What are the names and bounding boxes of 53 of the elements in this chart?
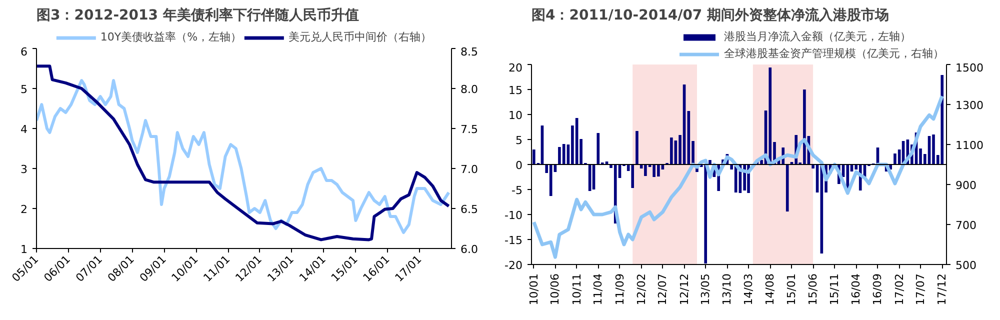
y2-tick-label: 6.0	[460, 243, 478, 256]
x-tick-label: 17/02	[892, 273, 906, 306]
y-tick-label: -20	[504, 259, 522, 272]
legend-label: 美元兑人民币中间价（右轴）	[288, 30, 432, 44]
x-tick-label: 11/04	[592, 273, 605, 306]
y2-tick-label: 500	[956, 259, 976, 272]
x-tick-label: 15/06	[806, 273, 820, 306]
y-tick-label: 10	[508, 109, 523, 122]
x-tick-label: 13/05	[699, 273, 712, 306]
x-tick-label: 13/10	[720, 273, 734, 306]
y-tick-label: 5	[20, 83, 28, 96]
y-tick-label: -15	[504, 234, 522, 247]
y-tick-label: 2	[20, 203, 28, 216]
y-tick-label: 1	[20, 243, 28, 256]
x-tick-label: 14/08	[764, 273, 777, 306]
chart-title: 图3：2012-2013 年美债利率下行伴随人民币升值	[36, 6, 359, 24]
chart-title: 图4：2011/10-2014/07 期间外资整体净流入港股市场	[532, 6, 890, 24]
y-tick-label: 6	[20, 46, 28, 58]
y2-tick-label: 6.5	[460, 203, 478, 216]
x-tick-label: 15/01	[785, 273, 798, 306]
y-tick-label: 15	[508, 84, 523, 97]
x-tick-label: 10/01	[527, 273, 540, 306]
y2-tick-label: 700	[956, 219, 976, 232]
y2-tick-label: 8.0	[460, 83, 478, 96]
y2-tick-label: 7.0	[460, 163, 478, 176]
x-tick-label: 17/07	[914, 273, 928, 306]
legend-label: 全球港股基金资产管理规模（亿美元，右轴）	[724, 46, 944, 61]
x-tick-label: 15/11	[828, 273, 842, 306]
y-tick-label: 5	[516, 134, 522, 147]
x-tick-label: 14/03	[742, 273, 756, 306]
x-tick-label: 11/09	[613, 273, 626, 306]
y-tick-label: -10	[504, 209, 522, 222]
y-tick-label: -5	[512, 184, 522, 197]
y-tick-label: 4	[20, 123, 28, 136]
x-tick-label: 12/02	[634, 273, 648, 306]
x-tick-label: 12/12	[678, 273, 691, 306]
x-tick-label: 16/04	[850, 273, 863, 306]
y2-tick-label: 1300	[956, 99, 984, 112]
y-tick-label: 3	[20, 163, 28, 176]
x-tick-label: 16/09	[871, 273, 884, 306]
y2-tick-label: 1100	[956, 139, 984, 152]
legend-label: 10Y美债收益率（%，左轴）	[100, 30, 242, 44]
y-tick-label: 20	[508, 62, 523, 74]
x-tick-label: 10/06	[548, 273, 562, 306]
legend-label: 港股当月净流入金额（亿美元，左轴）	[724, 29, 911, 44]
y2-tick-label: 900	[956, 179, 976, 192]
y-tick-label: 0	[516, 159, 522, 172]
x-tick-label: 10/11	[570, 273, 584, 306]
x-tick-label: 17/12	[936, 273, 949, 306]
x-tick-label: 12/07	[656, 273, 670, 306]
y2-tick-label: 7.5	[460, 123, 478, 136]
y2-tick-label: 8.5	[460, 46, 478, 58]
y2-tick-label: 1500	[956, 62, 984, 74]
